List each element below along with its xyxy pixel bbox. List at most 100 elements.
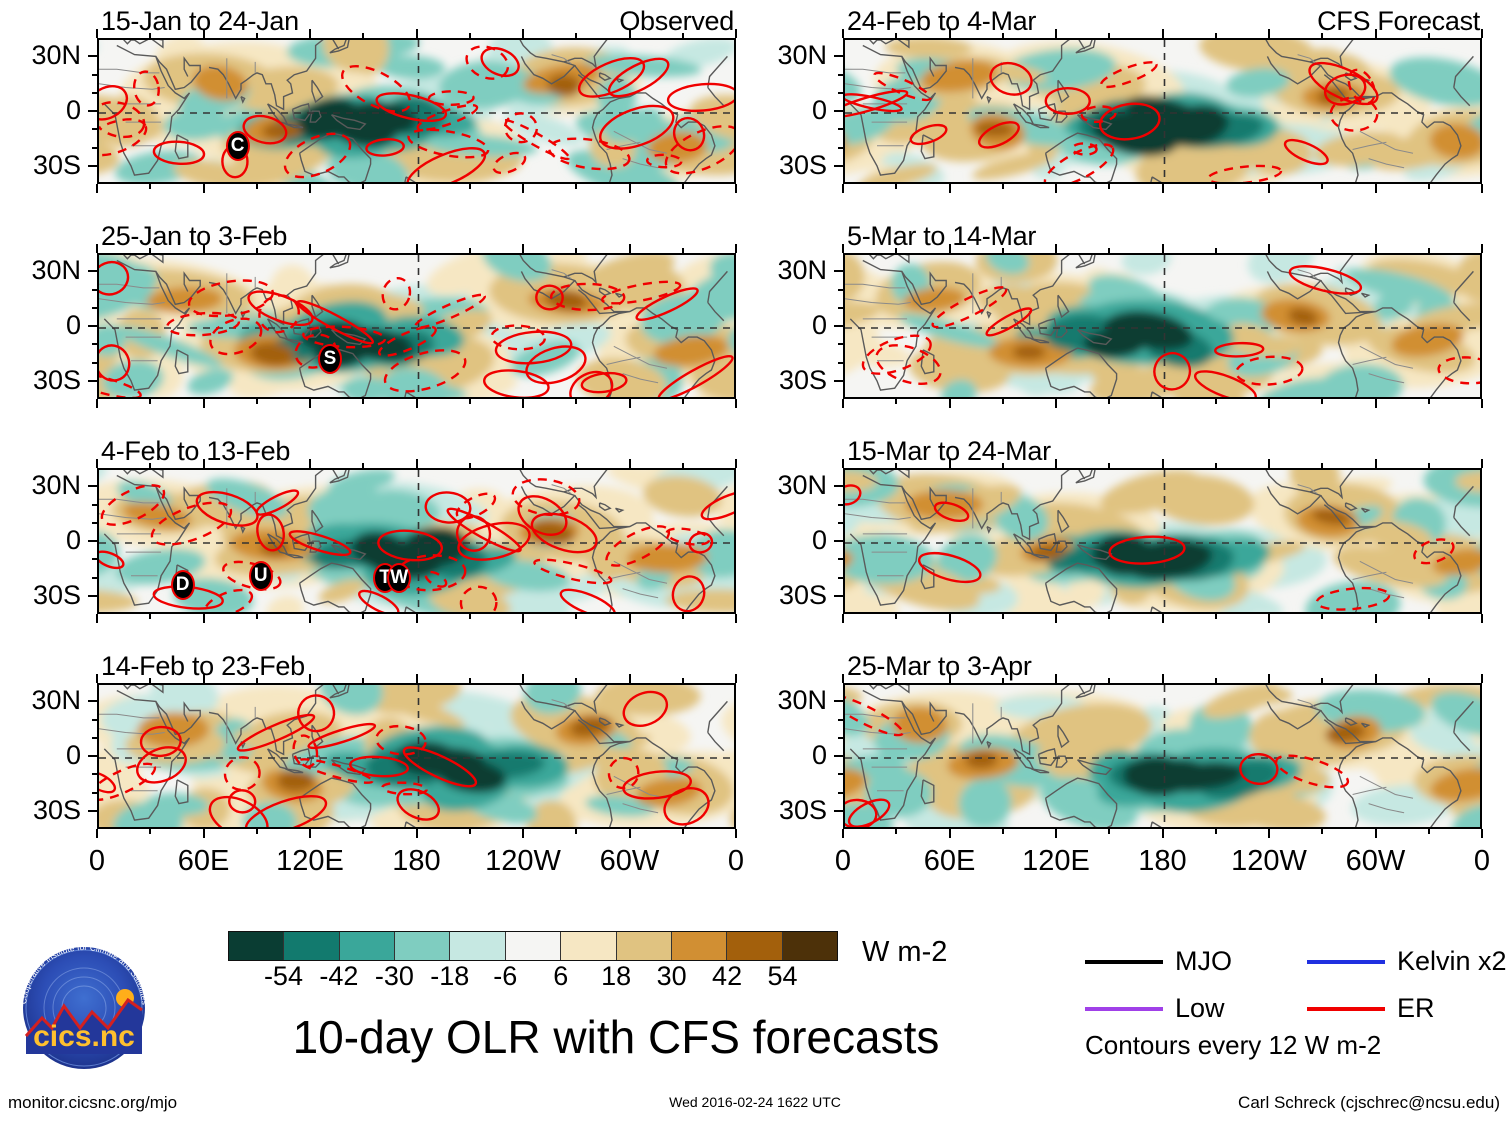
x-tick [522, 829, 524, 838]
panel-title-p1: 15-Jan to 24-Jan [101, 6, 299, 36]
colorbar-tick--42: -42 [319, 961, 359, 991]
x-tick-minor [1214, 829, 1217, 834]
x-tick-minor [575, 399, 578, 404]
x-tick [735, 29, 737, 38]
x-tick-minor [681, 463, 684, 468]
x-tick [842, 184, 844, 193]
x-tick [948, 459, 951, 468]
x-tick-minor [1321, 829, 1324, 834]
x-tick-minor [1001, 463, 1004, 468]
x-tick [628, 29, 631, 38]
legend-swatch [1085, 959, 1163, 964]
x-tick-minor [1321, 463, 1324, 468]
footer-url[interactable]: monitor.cicsnc.org/mjo [8, 1093, 178, 1112]
x-tick [1161, 829, 1164, 838]
y-tick-label-30S: 30S [778, 364, 827, 395]
y-tick-minor [838, 343, 843, 346]
storm-label-U: U [248, 561, 273, 592]
x-tick [202, 244, 205, 253]
x-tick-minor [1427, 614, 1430, 619]
y-tick-label-30N: 30N [777, 685, 827, 716]
y-tick-minor [92, 558, 97, 561]
x-tick-minor [895, 33, 898, 38]
contour-interval-note: Contours every 12 W m-2 [1085, 1030, 1382, 1060]
x-tick [1161, 399, 1164, 408]
x-tick [1268, 674, 1270, 683]
x-tick-minor [1108, 463, 1111, 468]
map-field-p4 [99, 685, 734, 827]
x-tick [1055, 614, 1057, 623]
x-tick [522, 29, 524, 38]
y-tick [88, 485, 97, 488]
map-panel-p4[interactable] [97, 683, 736, 829]
x-tick [202, 674, 205, 683]
x-tick-minor [895, 184, 898, 189]
x-tick [628, 829, 631, 838]
colorbar-tick-30: 30 [656, 961, 687, 991]
x-tick-minor [1001, 678, 1004, 683]
x-tick-minor [255, 248, 258, 253]
map-field-p1 [99, 40, 734, 182]
x-tick [415, 459, 418, 468]
y-tick-minor [838, 361, 843, 364]
x-tick [735, 244, 737, 253]
y-tick-minor [92, 503, 97, 506]
legend-item-er: ER [1307, 995, 1435, 1022]
x-tick [1481, 399, 1483, 408]
colorbar-segment [560, 932, 616, 960]
colorbar-segment [726, 932, 782, 960]
x-tick [948, 829, 951, 838]
x-tick-minor [1427, 184, 1430, 189]
x-tick [96, 459, 98, 468]
x-tick-minor [362, 248, 365, 253]
x-tick-minor [1321, 33, 1324, 38]
logo-mountains [26, 1000, 142, 1054]
y-tick-minor [838, 718, 843, 721]
y-tick-minor [92, 73, 97, 76]
map-panel-p7[interactable] [843, 468, 1482, 614]
x-tick-minor [255, 184, 258, 189]
y-tick-label-30N: 30N [31, 40, 81, 71]
x-tick [1055, 244, 1057, 253]
logo-svg: Cooperative Institute for Climate and Sa… [18, 942, 150, 1069]
map-panel-p1[interactable]: C [97, 38, 736, 184]
x-tick [842, 244, 844, 253]
x-tick-minor [468, 184, 471, 189]
y-tick [88, 594, 97, 597]
y-tick-minor [838, 736, 843, 739]
x-tick [202, 829, 205, 838]
x-tick-minor [575, 678, 578, 683]
x-tick-minor [575, 248, 578, 253]
panel-title-p5: 24-Feb to 4-Mar [847, 6, 1037, 36]
y-tick-minor [92, 576, 97, 579]
x-tick [1268, 614, 1270, 623]
coastlines [845, 40, 1474, 182]
map-panel-p8[interactable] [843, 683, 1482, 829]
map-panel-p6[interactable] [843, 253, 1482, 399]
map-panel-p2[interactable]: S [97, 253, 736, 399]
x-tick-minor [468, 33, 471, 38]
x-tick-minor [1214, 614, 1217, 619]
colorbar-tick-54: 54 [767, 961, 798, 991]
x-tick-minor [575, 829, 578, 834]
wave-legend: MJO Kelvin x2 Low ER [1085, 948, 1507, 1063]
y-tick-label-30N: 30N [31, 255, 81, 286]
map-field-p7 [845, 470, 1480, 612]
x-tick [948, 29, 951, 38]
x-tick [1161, 459, 1164, 468]
x-tick [309, 184, 311, 193]
x-tick [842, 459, 844, 468]
y-tick-label-0: 0 [65, 95, 81, 125]
map-panel-p5[interactable] [843, 38, 1482, 184]
y-tick-minor [838, 558, 843, 561]
x-tick-minor [255, 463, 258, 468]
y-tick-minor [838, 288, 843, 291]
x-tick-label-6: 0 [727, 845, 745, 877]
x-tick-minor [681, 184, 684, 189]
x-tick-minor [362, 678, 365, 683]
y-tick-label-0: 0 [65, 310, 81, 340]
x-tick [842, 399, 844, 408]
x-tick [948, 399, 951, 408]
y-tick-label-0: 0 [65, 525, 81, 555]
